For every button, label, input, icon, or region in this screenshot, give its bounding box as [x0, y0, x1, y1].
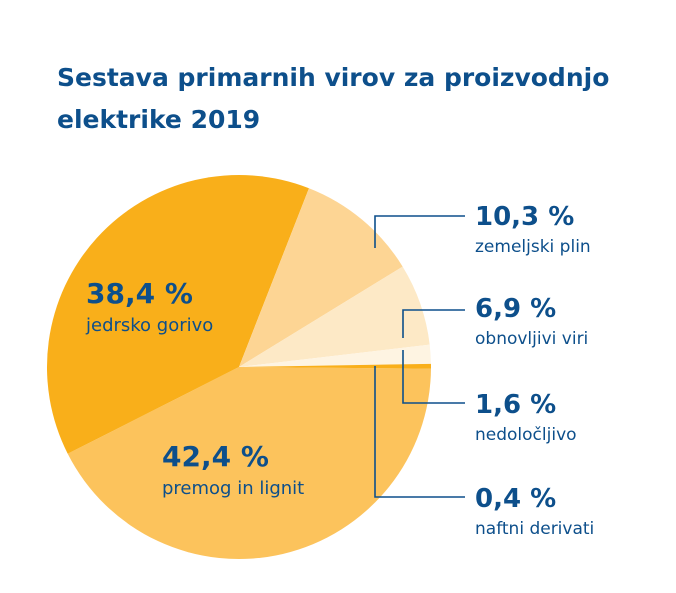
- value-label-nedolocljivo: 1,6 %: [475, 390, 556, 420]
- category-label-plin: zemeljski plin: [475, 237, 591, 257]
- pie-slices: [47, 175, 431, 559]
- category-label-naftni: naftni derivati: [475, 519, 594, 539]
- pie-chart: Sestava primarnih virov za proizvodnjo e…: [0, 0, 676, 593]
- value-label-premog: 42,4 %: [162, 440, 269, 473]
- value-label-jedrsko: 38,4 %: [86, 277, 193, 310]
- category-label-jedrsko: jedrsko gorivo: [85, 315, 213, 336]
- value-label-obnovljivi: 6,9 %: [475, 294, 556, 324]
- category-label-obnovljivi: obnovljivi viri: [475, 329, 588, 349]
- category-label-nedolocljivo: nedoločljivo: [475, 425, 577, 445]
- chart-title-line-1: Sestava primarnih virov za proizvodnjo: [57, 63, 609, 92]
- category-label-premog: premog in lignit: [162, 478, 304, 499]
- leader-line-plin: [375, 216, 465, 248]
- chart-title-line-2: elektrike 2019: [57, 105, 260, 134]
- value-label-plin: 10,3 %: [475, 202, 574, 232]
- chart-container: Sestava primarnih virov za proizvodnjo e…: [0, 0, 676, 593]
- value-label-naftni: 0,4 %: [475, 484, 556, 514]
